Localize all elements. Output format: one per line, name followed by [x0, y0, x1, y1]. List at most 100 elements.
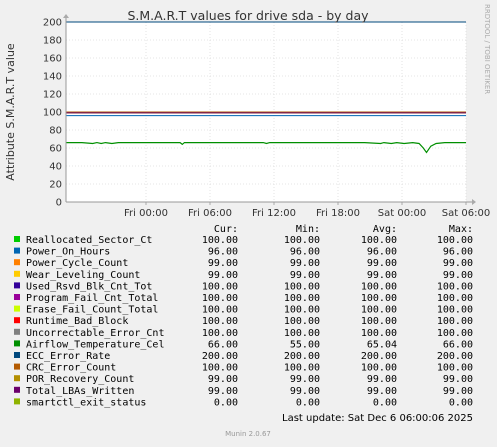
- legend-value-avg: 100.00: [361, 363, 397, 374]
- legend-value-avg: 99.00: [367, 270, 397, 281]
- y-tick-label: 80: [49, 126, 62, 137]
- x-tick-label: Fri 12:00: [252, 208, 296, 219]
- legend-swatch: [14, 340, 20, 347]
- legend-value-min: 0.00: [296, 397, 320, 408]
- legend-value-avg: 100.00: [361, 235, 397, 246]
- legend: Cur: Min: Avg: Max: Reallocated_Sector_Ct 100…: [14, 224, 473, 408]
- legend-swatch: [14, 305, 20, 312]
- munin-version: Munin 2.0.67: [225, 430, 271, 438]
- legend-swatch: [14, 282, 20, 289]
- legend-series-name: CRC_Error_Count: [26, 363, 116, 374]
- legend-value-min: 100.00: [284, 328, 320, 339]
- x-axis-arrow: [472, 199, 476, 205]
- legend-value-max: 99.00: [443, 258, 473, 269]
- legend-value-cur: 100.00: [202, 316, 238, 327]
- legend-swatch: [14, 247, 20, 254]
- legend-value-max: 66.00: [443, 339, 473, 350]
- legend-value-min: 99.00: [290, 258, 320, 269]
- y-tick-label: 180: [43, 36, 62, 47]
- legend-value-cur: 99.00: [208, 386, 238, 397]
- legend-swatch: [14, 352, 20, 358]
- legend-value-min: 99.00: [290, 386, 320, 397]
- legend-value-max: 99.00: [443, 386, 473, 397]
- legend-header: Max:: [449, 224, 473, 235]
- legend-header: Cur:: [214, 224, 238, 235]
- y-tick-label: 60: [49, 144, 62, 155]
- legend-value-max: 200.00: [437, 351, 473, 362]
- legend-series-name: Program_Fail_Cnt_Total: [26, 293, 158, 304]
- legend-value-avg: 96.00: [367, 247, 397, 258]
- legend-series-name: ECC_Error_Rate: [26, 351, 110, 362]
- y-tick-label: 120: [43, 90, 62, 101]
- legend-value-avg: 99.00: [367, 374, 397, 385]
- legend-value-min: 55.00: [290, 339, 320, 350]
- legend-series-name: Erase_Fail_Count_Total: [26, 305, 158, 316]
- legend-value-max: 100.00: [437, 293, 473, 304]
- legend-swatch: [14, 375, 20, 382]
- legend-value-cur: 100.00: [202, 281, 238, 292]
- legend-value-max: 100.00: [437, 328, 473, 339]
- legend-swatch: [14, 236, 20, 242]
- legend-series-name: Power_Cycle_Count: [26, 258, 128, 269]
- legend-value-max: 100.00: [437, 305, 473, 316]
- legend-value-min: 100.00: [284, 316, 320, 327]
- legend-value-min: 96.00: [290, 247, 320, 258]
- legend-swatch: [14, 259, 20, 266]
- legend-series-name: Total_LBAs_Written: [26, 386, 134, 397]
- legend-value-avg: 65.04: [367, 339, 397, 350]
- legend-value-avg: 100.00: [361, 305, 397, 316]
- legend-value-min: 100.00: [284, 281, 320, 292]
- x-tick-label: Fri 18:00: [316, 208, 360, 219]
- axes: 0 20 40 60 80 100 120 140 160 180 200 Fri 00:00 Fri …: [43, 14, 490, 219]
- legend-value-cur: 200.00: [202, 351, 238, 362]
- legend-value-min: 100.00: [284, 305, 320, 316]
- legend-value-min: 100.00: [284, 235, 320, 246]
- legend-swatch: [14, 398, 20, 405]
- x-tick-label: Fri 00:00: [124, 208, 168, 219]
- legend-value-max: 0.00: [449, 397, 473, 408]
- legend-series-name: Wear_Leveling_Count: [26, 270, 140, 281]
- legend-series-name: Airflow_Temperature_Cel: [26, 339, 164, 350]
- legend-header: Min:: [296, 224, 320, 235]
- legend-value-min: 100.00: [284, 293, 320, 304]
- legend-series-name: Reallocated_Sector_Ct: [26, 235, 152, 246]
- legend-swatch: [14, 363, 20, 370]
- legend-value-cur: 100.00: [202, 235, 238, 246]
- legend-value-cur: 100.00: [202, 363, 238, 374]
- legend-value-cur: 100.00: [202, 305, 238, 316]
- legend-value-avg: 100.00: [361, 328, 397, 339]
- legend-value-max: 100.00: [437, 281, 473, 292]
- legend-value-cur: 100.00: [202, 293, 238, 304]
- legend-series-name: Runtime_Bad_Block: [26, 316, 128, 327]
- legend-value-avg: 100.00: [361, 281, 397, 292]
- y-tick-label: 160: [43, 54, 62, 65]
- legend-value-avg: 99.00: [367, 258, 397, 269]
- legend-value-cur: 99.00: [208, 270, 238, 281]
- legend-value-cur: 66.00: [208, 339, 238, 350]
- y-tick-label: 140: [43, 72, 62, 83]
- y-tick-label: 200: [43, 18, 62, 29]
- legend-value-cur: 99.00: [208, 374, 238, 385]
- legend-swatch: [14, 328, 20, 335]
- legend-value-cur: 0.00: [214, 397, 238, 408]
- legend-value-avg: 0.00: [373, 397, 397, 408]
- x-tick-label: Fri 06:00: [188, 208, 232, 219]
- legend-series-name: POR_Recovery_Count: [26, 374, 134, 385]
- y-axis-arrow: [63, 14, 69, 18]
- legend-value-cur: 96.00: [208, 247, 238, 258]
- legend-value-cur: 99.00: [208, 258, 238, 269]
- legend-value-max: 99.00: [443, 374, 473, 385]
- legend-series-name: Used_Rsvd_Blk_Cnt_Tot: [26, 281, 152, 292]
- legend-header: Avg:: [373, 224, 397, 235]
- legend-value-max: 96.00: [443, 247, 473, 258]
- legend-series-name: Power_On_Hours: [26, 247, 110, 258]
- legend-value-max: 100.00: [437, 316, 473, 327]
- y-tick-label: 40: [49, 162, 62, 173]
- y-tick-label: 20: [49, 180, 62, 191]
- series-line-airflow-temperature-cel: [66, 141, 466, 154]
- legend-value-max: 100.00: [437, 363, 473, 374]
- legend-value-max: 99.00: [443, 270, 473, 281]
- chart-title: S.M.A.R.T values for drive sda - by day: [127, 8, 369, 23]
